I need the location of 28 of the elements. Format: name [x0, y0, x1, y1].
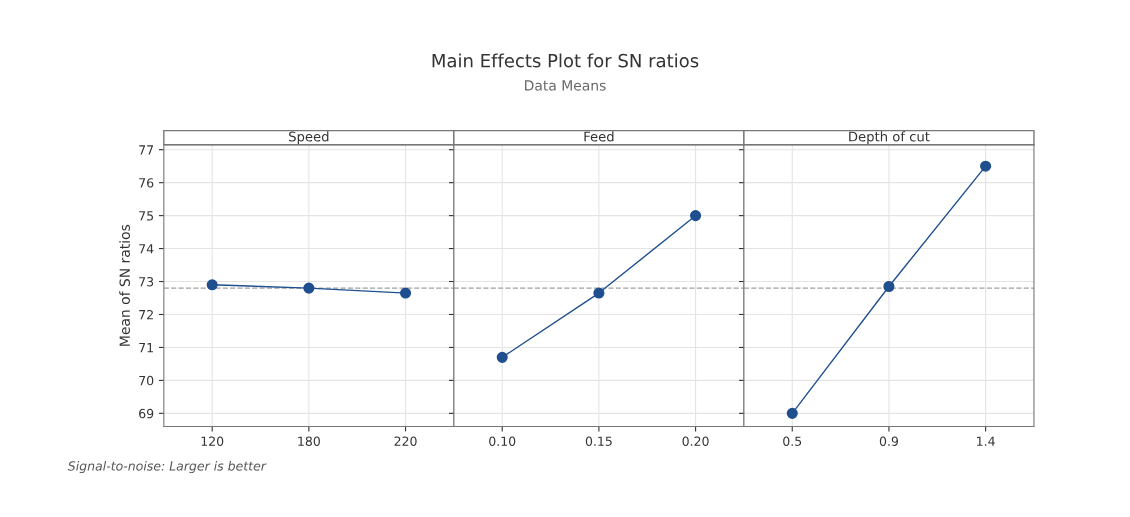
point: [399, 287, 412, 299]
x-tick-label: 0.10: [489, 436, 516, 446]
point: [303, 282, 315, 294]
text: Data Means: [525, 80, 606, 91]
y-tick-label: 76: [139, 178, 154, 188]
chart-title: Depth of cut: [849, 131, 930, 145]
y-tick-label: 70: [139, 375, 154, 386]
text: Main Effects Plot for SN ratios: [432, 53, 699, 68]
y-tick-label: 69: [139, 408, 154, 419]
y-tick-label: 71: [139, 343, 153, 353]
x-tick-label: 0.9: [879, 436, 898, 446]
x-tick-label: 1.4: [977, 436, 995, 446]
y-axis-title: Mean of SN ratios: [119, 224, 130, 346]
y-tick-label: 73: [139, 276, 154, 287]
y-tick-label: 72: [139, 309, 153, 320]
x-tick-label: 0.15: [585, 436, 612, 446]
chart-title: Feed: [584, 131, 614, 142]
x-tick-label: 0.5: [783, 436, 802, 446]
point: [206, 279, 218, 291]
x-tick-label: 220: [394, 436, 417, 446]
y-tick-label: 77: [139, 145, 154, 155]
x-tick-label: 180: [298, 436, 320, 446]
chart-title: Speed: [289, 131, 329, 145]
x-tick-label: 120: [201, 436, 224, 446]
text: Signal-to-noise: Larger is better: [67, 460, 267, 474]
x-tick-label: 0.20: [682, 436, 709, 446]
y-tick-label: 75: [139, 211, 154, 221]
y-tick-label: 74: [139, 244, 154, 254]
